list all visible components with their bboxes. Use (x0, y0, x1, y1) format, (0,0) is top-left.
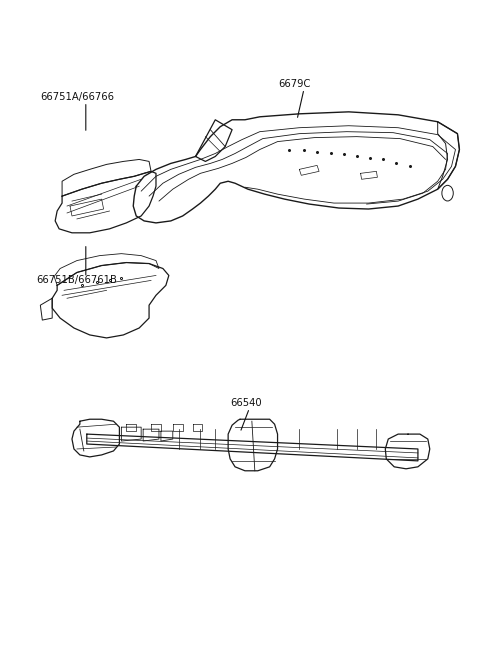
Text: 66751B/66761B: 66751B/66761B (36, 275, 117, 284)
Text: 66540: 66540 (230, 398, 262, 409)
Text: 66751A/66766: 66751A/66766 (41, 92, 115, 102)
Text: 6679C: 6679C (278, 79, 311, 89)
